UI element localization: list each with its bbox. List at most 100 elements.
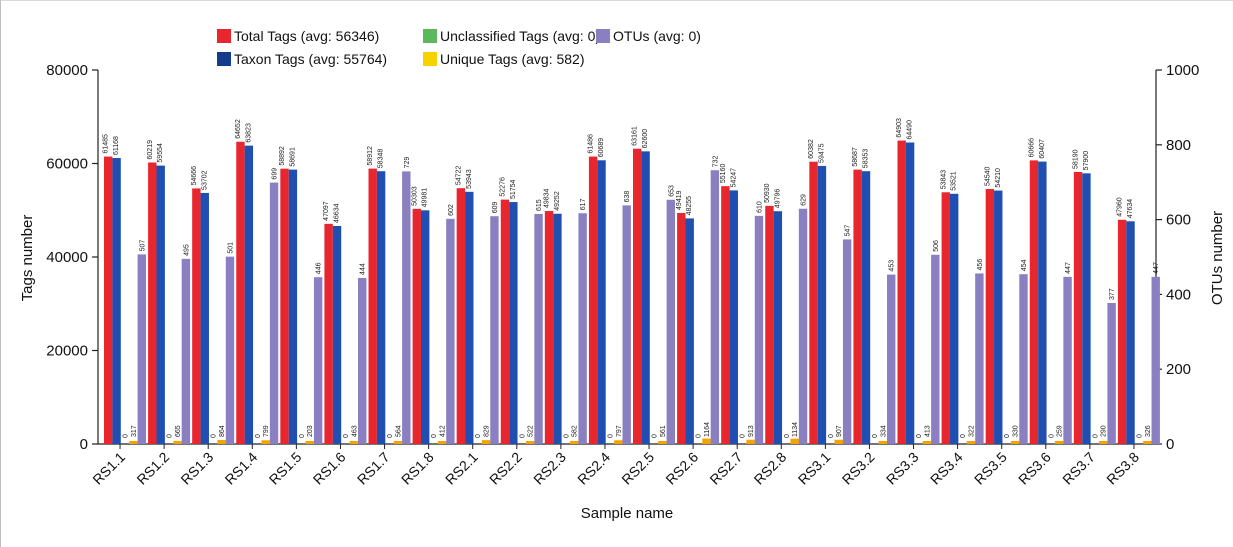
- bar-taxon-tags: [641, 151, 650, 444]
- x-tick-label: RS2.6: [662, 449, 701, 488]
- bar-unique-tags: [217, 439, 226, 444]
- x-tick-label: RS2.2: [486, 449, 525, 488]
- bar-unique-tags: [834, 439, 843, 444]
- label-otus: 729: [404, 157, 411, 169]
- label-unique-tags: 1134: [792, 422, 799, 437]
- label-unique-tags: 317: [131, 425, 138, 437]
- bar-otus: [1063, 276, 1072, 444]
- label-total-tags: 61485: [103, 134, 110, 154]
- label-total-tags: 54540: [984, 166, 991, 186]
- bar-taxon-tags: [773, 211, 783, 444]
- bar-total-tags: [985, 189, 995, 444]
- x-tick-label: RS3.5: [971, 449, 1010, 488]
- bar-otus: [887, 274, 896, 444]
- bar-unique-tags: [525, 441, 535, 444]
- bar-unique-tags: [746, 439, 755, 444]
- legend-label-unclassified: Unclassified Tags (avg: 0): [440, 28, 600, 44]
- x-tick-label: RS1.4: [222, 449, 261, 488]
- label-taxon-tags: 49252: [554, 191, 561, 211]
- x-tick-label: RS1.8: [398, 449, 437, 488]
- label-taxon-tags: 58691: [289, 147, 296, 167]
- label-otus: 444: [360, 263, 367, 275]
- label-taxon-tags: 48255: [686, 196, 693, 216]
- bar-unique-tags: [658, 441, 667, 444]
- label-otus: 609: [492, 201, 499, 213]
- bar-total-tags: [1073, 171, 1083, 445]
- bar-total-tags: [148, 162, 157, 444]
- bar-otus: [975, 273, 984, 444]
- y-tick-label: 60000: [46, 156, 88, 173]
- y-tick-label: 80000: [46, 62, 88, 79]
- label-otus: 501: [227, 242, 234, 254]
- x-tick-label: RS3.4: [927, 449, 966, 488]
- label-unique-tags: 913: [748, 425, 755, 437]
- label-unique-tags: 290: [1101, 425, 1108, 437]
- bar-otus: [1107, 303, 1116, 444]
- label-unique-tags: 797: [616, 425, 623, 437]
- label-otus: 447: [1153, 262, 1160, 274]
- label-total-tags: 64652: [235, 119, 242, 139]
- x-tick-label: RS1.5: [266, 449, 305, 488]
- x-tick-label: RS1.7: [354, 449, 393, 488]
- bar-taxon-tags: [112, 158, 121, 444]
- bar-total-tags: [324, 223, 333, 444]
- bar-otus: [313, 277, 323, 444]
- label-taxon-tags: 49981: [422, 188, 429, 208]
- x-tick-label: RS1.3: [177, 449, 216, 488]
- bar-total-tags: [544, 211, 554, 444]
- label-otus: 447: [1065, 262, 1072, 274]
- label-unique-tags: 907: [836, 425, 843, 437]
- bar-otus: [225, 256, 235, 444]
- label-unique-tags: 203: [307, 425, 314, 437]
- label-unclassified-tags: 0: [872, 434, 879, 438]
- bar-taxon-tags: [994, 190, 1003, 444]
- bar-unique-tags: [173, 440, 182, 444]
- bar-otus: [269, 182, 279, 444]
- label-unclassified-tags: 0: [1136, 434, 1143, 438]
- label-unclassified-tags: 0: [167, 434, 174, 438]
- bar-taxon-tags: [1082, 173, 1091, 444]
- bar-otus: [666, 199, 675, 444]
- label-taxon-tags: 59554: [157, 143, 164, 163]
- bar-total-tags: [809, 161, 818, 444]
- bar-taxon-tags: [509, 202, 518, 444]
- label-unclassified-tags: 0: [255, 434, 262, 438]
- bar-otus: [358, 277, 367, 444]
- label-unclassified-tags: 0: [211, 434, 218, 438]
- label-total-tags: 50303: [411, 186, 418, 206]
- bar-otus: [181, 258, 191, 444]
- bar-total-tags: [765, 205, 774, 444]
- bar-otus: [402, 171, 411, 444]
- label-total-tags: 60666: [1028, 138, 1035, 158]
- bar-unique-tags: [129, 441, 138, 444]
- label-unique-tags: 799: [263, 425, 270, 437]
- legend-swatch-total: [217, 29, 231, 43]
- label-taxon-tags: 57900: [1083, 151, 1090, 171]
- y2-axis-title: OTUs number: [1209, 211, 1226, 305]
- label-total-tags: 58912: [367, 146, 374, 166]
- label-otus: 377: [1109, 288, 1116, 300]
- label-taxon-tags: 53943: [466, 169, 473, 189]
- label-unique-tags: 330: [1013, 425, 1020, 437]
- label-total-tags: 54666: [191, 166, 198, 186]
- x-tick-label: RS3.7: [1059, 449, 1098, 488]
- y2-tick-label: 400: [1166, 286, 1191, 303]
- x-tick-label: RS1.1: [89, 449, 128, 488]
- label-taxon-tags: 63823: [245, 123, 252, 143]
- bar-taxon-tags: [376, 171, 386, 445]
- bar-unique-tags: [1054, 441, 1064, 444]
- x-tick-label: RS3.2: [839, 449, 878, 488]
- label-unique-tags: 564: [395, 425, 402, 437]
- label-total-tags: 60219: [147, 140, 154, 160]
- legend: Total Tags (avg: 56346) Unclassified Tags…: [217, 28, 701, 67]
- label-taxon-tags: 59475: [818, 143, 825, 163]
- bar-total-tags: [368, 168, 377, 444]
- label-taxon-tags: 53521: [951, 171, 958, 191]
- label-unclassified-tags: 0: [1004, 434, 1011, 438]
- bar-unique-tags: [393, 441, 403, 444]
- bar-taxon-tags: [685, 218, 694, 444]
- bar-total-tags: [853, 169, 862, 444]
- bar-unique-tags: [1010, 441, 1020, 444]
- bar-taxon-tags: [861, 171, 871, 445]
- bar-taxon-tags: [949, 193, 959, 444]
